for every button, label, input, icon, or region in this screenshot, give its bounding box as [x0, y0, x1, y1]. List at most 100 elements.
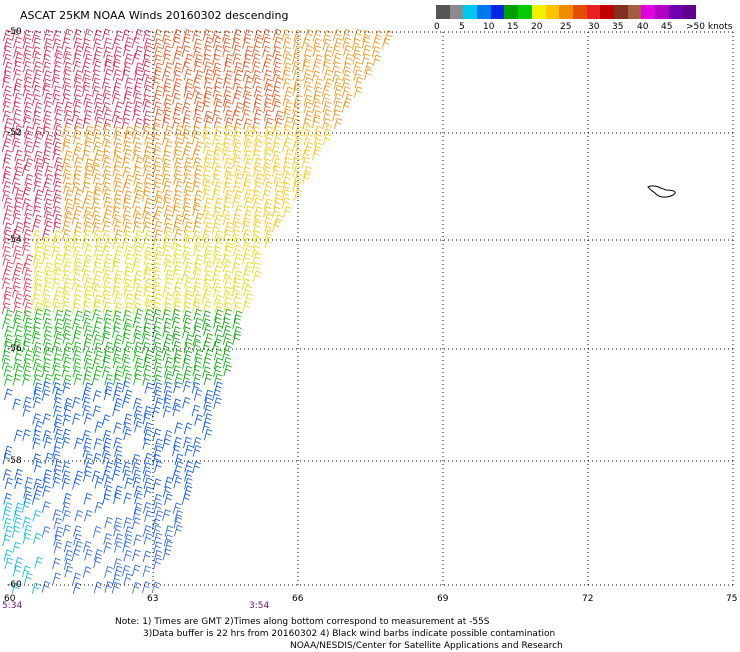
wind-barb [354, 86, 363, 98]
wind-barb [52, 382, 61, 394]
island-outline [647, 185, 676, 198]
wind-barb [203, 324, 212, 337]
wind-barb [371, 45, 381, 58]
wind-barb [173, 293, 182, 306]
wind-barb [132, 302, 142, 315]
wind-barb [153, 501, 163, 514]
wind-barb [83, 254, 93, 267]
wind-barb [183, 236, 193, 249]
wind-barb [32, 229, 41, 242]
wind-barb [242, 237, 252, 250]
wind-barb [3, 222, 12, 234]
wind-barb [113, 461, 123, 474]
wind-barb [94, 253, 103, 266]
wind-barb [172, 252, 182, 265]
wind-barb [62, 84, 72, 97]
wind-barb [142, 60, 151, 73]
wind-barb [192, 445, 202, 457]
wind-barb [193, 46, 202, 59]
wind-barb [133, 173, 142, 186]
wind-barb [171, 308, 181, 321]
wind-barb [144, 277, 153, 290]
wind-barb [322, 54, 332, 66]
wind-barb [84, 333, 93, 346]
wind-barb [162, 133, 171, 146]
wind-barb [263, 148, 273, 161]
wind-barb [144, 510, 153, 522]
wind-barb [142, 373, 151, 386]
wind-barb [184, 469, 193, 482]
wind-barb [102, 429, 112, 442]
wind-barb [82, 269, 91, 281]
wind-barb [262, 173, 272, 186]
wind-barb [161, 341, 171, 354]
wind-barb [132, 221, 142, 233]
wind-barb [142, 550, 152, 563]
wind-barb [154, 190, 163, 202]
wind-barb [344, 53, 353, 65]
wind-barb [32, 52, 42, 65]
wind-barb [281, 29, 291, 41]
wind-barb [283, 62, 292, 74]
wind-barb [193, 108, 202, 121]
wind-barb [53, 173, 62, 185]
wind-barb [163, 102, 172, 114]
colorbar-label: >50 knots [686, 22, 733, 32]
wind-barb [112, 389, 122, 402]
wind-barb [113, 133, 122, 146]
wind-barb [103, 196, 112, 209]
wind-barb [203, 397, 212, 409]
wind-barb [94, 350, 103, 362]
wind-barb [203, 197, 213, 210]
wind-barb [132, 132, 141, 145]
wind-barb [293, 45, 302, 57]
wind-barb [182, 205, 191, 217]
wind-barb [273, 172, 282, 185]
wind-barb [103, 317, 112, 330]
wind-barb [142, 565, 152, 578]
wind-barb [174, 124, 183, 137]
wind-barb [2, 277, 11, 290]
wind-barb [202, 174, 211, 186]
wind-barb [213, 44, 223, 57]
wind-barb [111, 92, 121, 105]
wind-barb [112, 253, 122, 266]
wind-barb [214, 197, 223, 210]
wind-barb [54, 156, 63, 169]
wind-barb [113, 189, 123, 202]
wind-barb [241, 60, 251, 73]
wind-barb [332, 29, 342, 41]
wind-barb [62, 165, 72, 177]
wind-barb [191, 148, 201, 161]
wind-barb [222, 45, 231, 58]
wind-barb [84, 548, 93, 561]
wind-barb [243, 133, 252, 146]
wind-barb [54, 286, 64, 298]
wind-barb [153, 229, 163, 241]
wind-barb [62, 253, 71, 265]
note-line: Note: 1) Times are GMT 2)Times along bot… [115, 617, 490, 627]
wind-barb [52, 301, 62, 314]
wind-barb [333, 77, 343, 90]
wind-barb [133, 293, 142, 306]
wind-barb [74, 509, 83, 522]
wind-barb [2, 237, 11, 250]
wind-barb [223, 302, 232, 314]
wind-barb [13, 334, 23, 347]
wind-barb [103, 309, 113, 322]
wind-barb [83, 206, 92, 218]
wind-barb [163, 94, 173, 106]
wind-barb [11, 173, 21, 185]
wind-barb [3, 445, 13, 458]
wind-barb [74, 540, 83, 553]
wind-barb [342, 69, 351, 82]
wind-barb [81, 149, 91, 162]
wind-barb [341, 78, 351, 90]
wind-barb [42, 293, 51, 306]
wind-barb [63, 492, 72, 505]
wind-barb [193, 38, 202, 50]
wind-barb [13, 196, 23, 209]
wind-barb [311, 116, 321, 129]
wind-barb [221, 349, 231, 361]
